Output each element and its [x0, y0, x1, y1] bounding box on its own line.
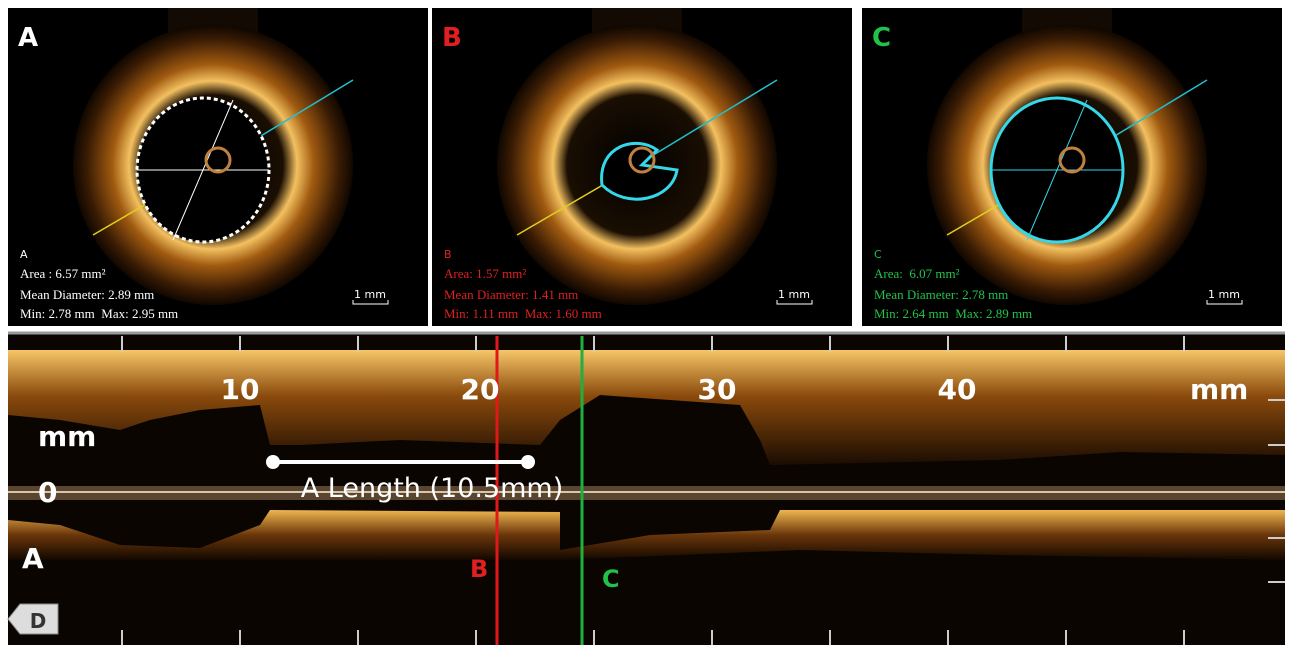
unit-label: mm [1190, 373, 1248, 406]
panel-label: B [442, 23, 462, 53]
panel-label: A [18, 23, 38, 53]
scale-label: 1 mm [1208, 288, 1240, 301]
measurement: Min: 2.64 mm Max: 2.89 mm [874, 306, 1032, 321]
axis-tick-label: 40 [938, 373, 977, 406]
page: A A Area : 6.57 mm² Mean Diameter: 2.89 mm M… [0, 0, 1291, 645]
measurement: Mean Diameter: 2.78 mm [874, 287, 1008, 302]
measurement: Area: 6.07 mm² [874, 266, 960, 281]
marker-c-label: C [602, 565, 620, 593]
length-end [266, 455, 280, 469]
length-label: A Length (10.5mm) [301, 473, 564, 504]
scale-label: 1 mm [354, 288, 386, 301]
measurement: Min: 1.11 mm Max: 1.60 mm [444, 306, 602, 321]
scale-label: 1 mm [778, 288, 810, 301]
longitudinal-view: 10 20 30 40 mm mm 0 A A Length (10.5mm) B C D [8, 333, 1291, 645]
measurement: Min: 2.78 mm Max: 2.95 mm [20, 306, 178, 321]
cross-sections: A A Area : 6.57 mm² Mean Diameter: 2.89 mm M… [8, 8, 1282, 326]
measurement: Area : 6.57 mm² [20, 266, 106, 281]
panel-caption: B [444, 248, 452, 261]
measurement: Mean Diameter: 2.89 mm [20, 287, 154, 302]
measurement: Area: 1.57 mm² [444, 266, 526, 281]
axis-tick-label: 30 [698, 373, 737, 406]
button-label[interactable]: D [30, 609, 47, 633]
axis-tick-label: 20 [461, 373, 500, 406]
zero-label: 0 [38, 476, 57, 509]
side-label: A [22, 542, 44, 575]
panel-label: C [872, 23, 891, 53]
unit-label: mm [38, 420, 96, 453]
figure: A A Area : 6.57 mm² Mean Diameter: 2.89 mm M… [0, 0, 1291, 645]
panel-caption: A [20, 248, 28, 261]
measurement: Mean Diameter: 1.41 mm [444, 287, 578, 302]
marker-b-label: B [470, 555, 488, 583]
axis-tick-label: 10 [221, 373, 260, 406]
panel-caption: C [874, 248, 882, 261]
length-end [521, 455, 535, 469]
